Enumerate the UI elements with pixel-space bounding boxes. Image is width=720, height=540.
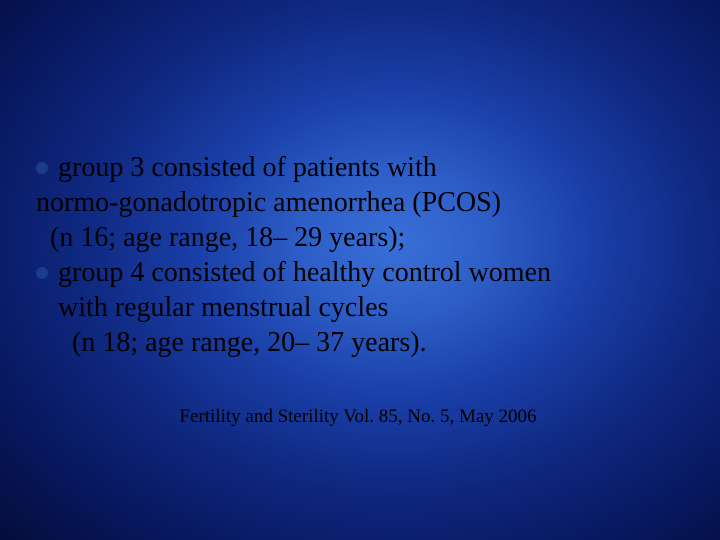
bullet-continuation: with regular menstrual cycles [58,290,680,325]
bullet-item: group 3 consisted of patients with [36,150,680,185]
bullet-icon [36,267,48,279]
bullet-item: group 4 consisted of healthy control wom… [36,255,680,290]
bullet-continuation: (n 18; age range, 20– 37 years). [58,325,680,360]
bullet-lead-text: group 4 consisted of healthy control wom… [58,257,551,288]
bullet-continuation: normo-gonadotropic amenorrhea (PCOS) [36,185,680,220]
citation-text: Fertility and Sterility Vol. 85, No. 5, … [36,406,680,428]
bullet-continuation: (n 16; age range, 18– 29 years); [36,220,680,255]
bullet-lead-text: group 3 consisted of patients with [58,152,437,183]
slide: group 3 consisted of patients with normo… [0,0,720,540]
bullet-icon [36,162,48,174]
slide-body: group 3 consisted of patients with normo… [36,150,680,360]
